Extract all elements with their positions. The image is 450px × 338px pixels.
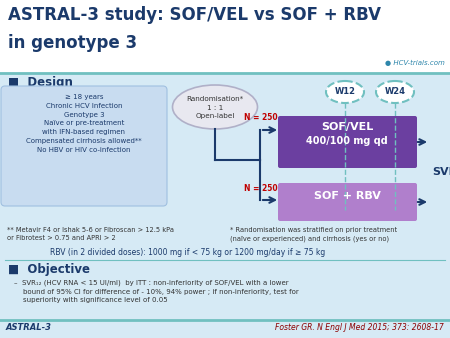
Text: N = 250: N = 250 xyxy=(244,184,278,193)
Text: ASTRAL-3: ASTRAL-3 xyxy=(6,323,52,332)
Text: SOF/VEL: SOF/VEL xyxy=(321,122,373,132)
Ellipse shape xyxy=(172,85,257,129)
Text: ■  Design: ■ Design xyxy=(8,76,73,89)
Text: in genotype 3: in genotype 3 xyxy=(8,34,137,52)
Text: Foster GR. N Engl J Med 2015; 373: 2608-17: Foster GR. N Engl J Med 2015; 373: 2608-… xyxy=(275,323,444,332)
FancyBboxPatch shape xyxy=(278,116,417,168)
Text: ASTRAL-3 study: SOF/VEL vs SOF + RBV: ASTRAL-3 study: SOF/VEL vs SOF + RBV xyxy=(8,6,381,24)
Text: W12: W12 xyxy=(334,88,356,97)
Text: N = 250: N = 250 xyxy=(244,113,278,122)
Ellipse shape xyxy=(376,81,414,103)
Ellipse shape xyxy=(326,81,364,103)
Text: SVR: SVR xyxy=(432,167,450,177)
Text: 400/100 mg qd: 400/100 mg qd xyxy=(306,136,388,146)
FancyBboxPatch shape xyxy=(1,86,167,206)
Text: RBV (in 2 divided doses): 1000 mg if < 75 kg or 1200 mg/day if ≥ 75 kg: RBV (in 2 divided doses): 1000 mg if < 7… xyxy=(50,248,325,257)
Text: ** Metavir F4 or Ishak 5-6 or Fibroscan > 12.5 kPa
or Fibrotest > 0.75 and APRI : ** Metavir F4 or Ishak 5-6 or Fibroscan … xyxy=(7,227,174,241)
Text: W24: W24 xyxy=(384,88,405,97)
Text: –  SVR₁₂ (HCV RNA < 15 UI/ml)  by ITT : non-inferiority of SOF/VEL with a lower
: – SVR₁₂ (HCV RNA < 15 UI/ml) by ITT : no… xyxy=(14,280,299,303)
Text: ● HCV-trials.com: ● HCV-trials.com xyxy=(385,60,445,66)
Text: ■  Objective: ■ Objective xyxy=(8,263,90,276)
Text: Randomisation*
1 : 1
Open-label: Randomisation* 1 : 1 Open-label xyxy=(186,96,243,119)
Bar xyxy=(0,0,450,73)
Text: SOF + RBV: SOF + RBV xyxy=(314,191,380,201)
Text: * Randomisation was stratified on prior treatment
(naïve or experienced) and cir: * Randomisation was stratified on prior … xyxy=(230,227,397,241)
Text: ≥ 18 years
Chronic HCV Infection
Genotype 3
Naïve or pre-treatment
with IFN-base: ≥ 18 years Chronic HCV Infection Genotyp… xyxy=(26,94,142,152)
FancyBboxPatch shape xyxy=(278,183,417,221)
